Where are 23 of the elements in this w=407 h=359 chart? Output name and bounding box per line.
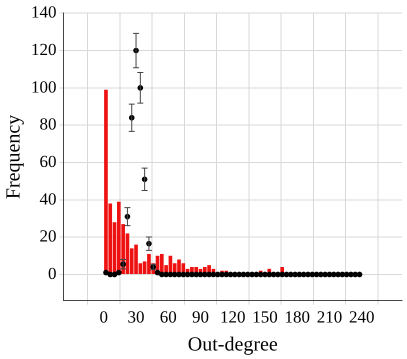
y-tick-label: 60 [40,152,56,171]
y-tick-label: 140 [31,2,56,22]
point [103,270,109,276]
y-tick-label: 0 [48,264,56,283]
x-tick-label: 90 [192,307,210,326]
x-tick-label: 60 [160,307,177,326]
x-tick-label: 210 [316,307,342,326]
y-tick-label: 20 [40,226,56,246]
point [154,270,160,276]
x-tick-label: 150 [252,307,278,326]
point [356,272,362,278]
x-tick-label: 0 [100,307,108,326]
x-tick-label: 240 [348,307,374,326]
y-tick-label: 40 [40,189,56,208]
y-axis-title: Frequency [2,114,24,200]
x-axis-title: Out-degree [188,333,278,356]
y-tick-label: 100 [31,77,56,96]
x-tick-label: 120 [220,307,246,326]
y-tick-label: 120 [31,40,56,59]
x-tick-label: 180 [284,307,310,326]
x-tick-label: 30 [128,307,145,326]
y-tick-label: 80 [40,114,56,134]
point [116,270,122,276]
